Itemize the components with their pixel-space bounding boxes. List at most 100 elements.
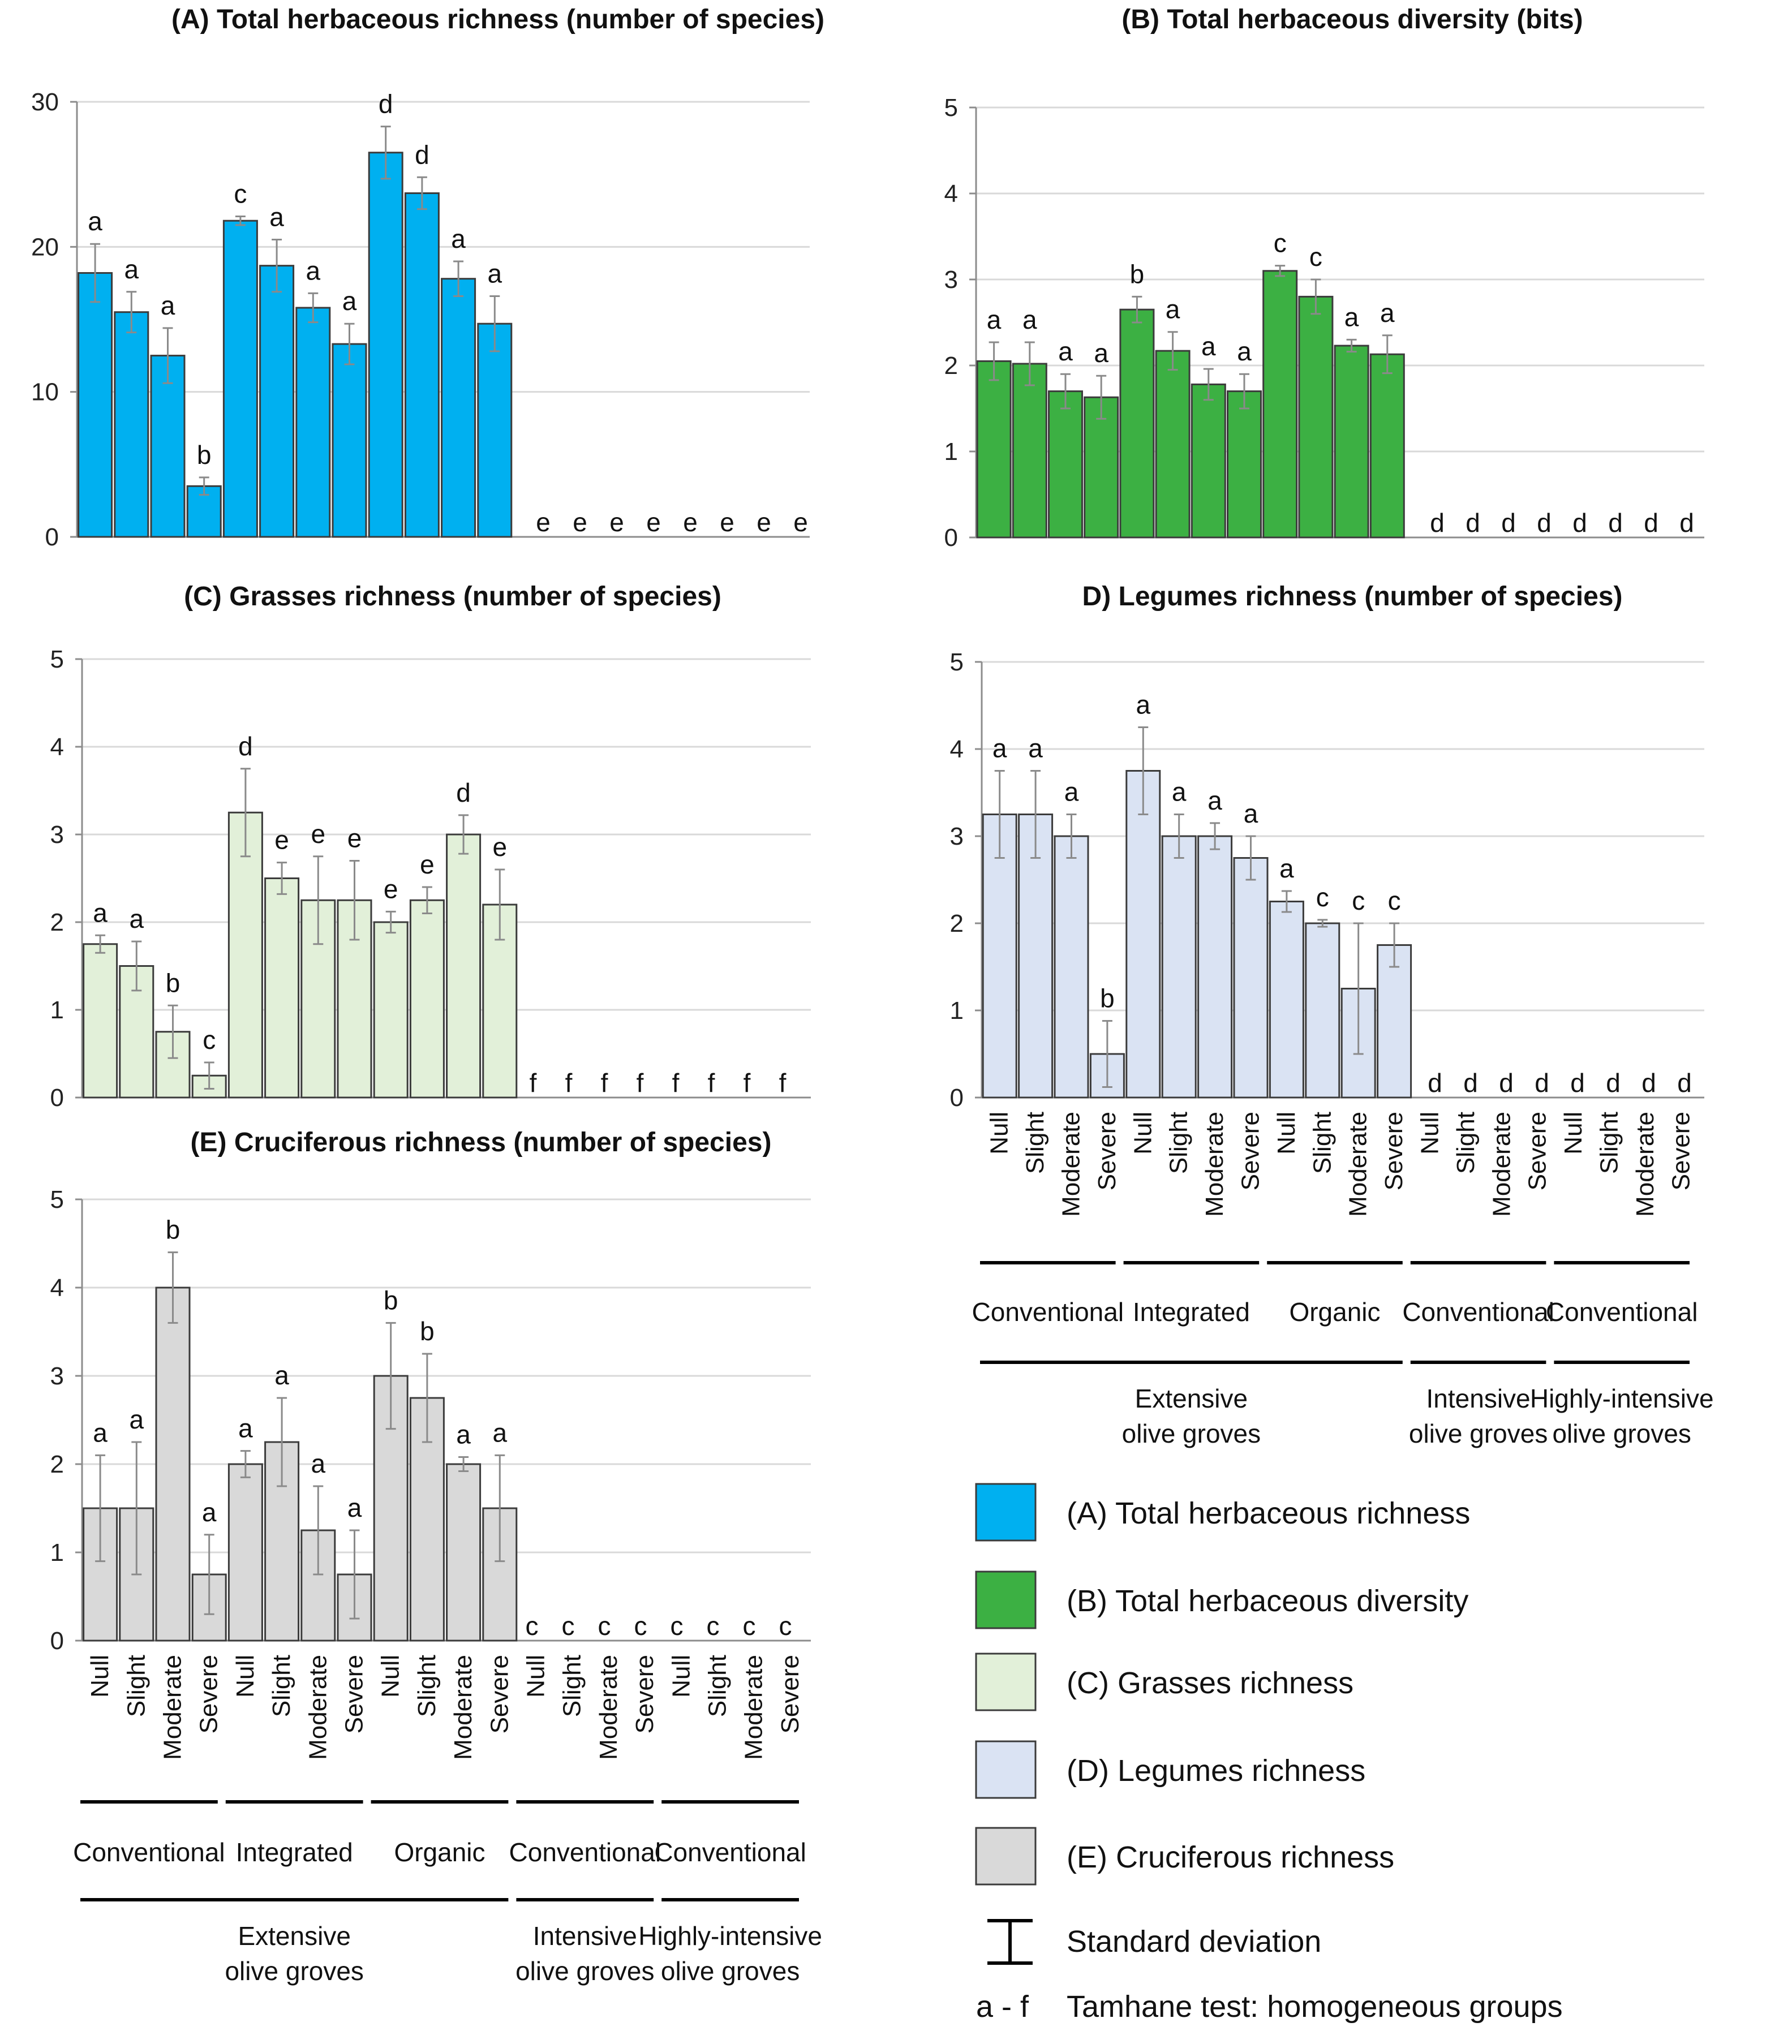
category-label: Moderate: [1201, 1112, 1228, 1217]
group-letter: d: [1537, 508, 1552, 537]
bar: [982, 814, 1017, 1099]
y-tick-label: 3: [944, 266, 958, 294]
category-label: Severe: [1524, 1112, 1552, 1190]
bar: [1048, 390, 1083, 539]
bar: [477, 322, 513, 538]
bar: [409, 899, 445, 1099]
group-letter: e: [493, 832, 508, 862]
group-letter: d: [415, 140, 429, 169]
group-letter: a: [987, 305, 1002, 334]
group-letter: a: [992, 734, 1007, 763]
system-label: olive groves: [515, 1956, 654, 1986]
bar: [1298, 295, 1334, 539]
chart-title: (C) Grasses richness (number of species): [184, 582, 721, 612]
group-letter: c: [634, 1611, 647, 1641]
group-letter: a: [311, 1449, 326, 1478]
bar: [976, 360, 1012, 539]
y-tick-label: 0: [45, 523, 59, 551]
group-letter: d: [1535, 1068, 1549, 1098]
category-label: Slight: [1596, 1112, 1623, 1174]
group-letter: a: [1136, 690, 1151, 720]
legend-label: (D) Legumes richness: [1067, 1754, 1365, 1788]
group-letter: c: [743, 1611, 756, 1641]
management-label: Conventional: [972, 1297, 1124, 1327]
chart-title: (A) Total herbaceous richness (number of…: [171, 5, 824, 35]
y-tick-label: 4: [944, 180, 958, 208]
group-letter: c: [562, 1611, 575, 1641]
y-tick-label: 0: [950, 1084, 964, 1112]
group-letter: a: [488, 259, 502, 288]
bar: [446, 1463, 482, 1642]
chart-title: (B) Total herbaceous diversity (bits): [1121, 5, 1583, 35]
category-label: Severe: [485, 1655, 513, 1733]
group-letter: c: [1309, 242, 1322, 272]
group-letter: c: [1388, 886, 1401, 915]
y-tick-label: 0: [944, 524, 958, 552]
bar: [155, 1286, 191, 1642]
group-letter: d: [456, 778, 471, 807]
y-tick-label: 2: [50, 1451, 64, 1478]
x-axis-groups-e: Null Slight Moderate Severe Null Slight Modera…: [73, 1655, 822, 1986]
legend-swatch-c: [975, 1653, 1037, 1711]
system-label: olive groves: [225, 1956, 363, 1986]
bar: [446, 833, 482, 1099]
bar: [441, 278, 476, 538]
group-letter: c: [598, 1611, 611, 1641]
category-label: Severe: [1380, 1112, 1408, 1190]
group-letter: d: [1641, 1068, 1656, 1098]
group-letter: f: [779, 1068, 787, 1098]
bar: [83, 943, 118, 1099]
system-label: olive groves: [1122, 1419, 1261, 1448]
group-letter: a: [1028, 734, 1043, 763]
bar: [373, 921, 409, 1099]
category-label: Moderate: [304, 1655, 332, 1760]
y-tick-label: 3: [50, 1362, 64, 1390]
category-label: Null: [667, 1655, 695, 1698]
chart-title: (E) Cruciferous richness (number of spec…: [191, 1128, 772, 1157]
group-letter: e: [609, 507, 624, 537]
category-label: Moderate: [1058, 1112, 1085, 1217]
y-tick-label: 3: [950, 823, 964, 850]
group-letter: d: [1463, 1068, 1478, 1098]
group-letter: b: [166, 1215, 181, 1245]
group-letter: c: [671, 1611, 684, 1641]
bar: [1227, 390, 1262, 539]
group-letter: e: [793, 507, 808, 537]
category-label: Severe: [631, 1655, 659, 1733]
category-label: Null: [522, 1655, 550, 1698]
group-letter: f: [530, 1068, 537, 1098]
management-label: Integrated: [236, 1838, 353, 1867]
bar: [227, 1463, 263, 1642]
category-label: Slight: [1452, 1112, 1480, 1174]
category-label: Slight: [268, 1655, 295, 1717]
y-tick-label: 2: [950, 910, 964, 937]
group-letter: c: [203, 1025, 216, 1055]
bar: [222, 220, 258, 538]
group-letter: a: [88, 206, 102, 236]
group-letter: d: [1570, 1068, 1585, 1098]
y-tick-label: 3: [50, 821, 64, 849]
group-letter: d: [379, 89, 393, 119]
category-label: Null: [377, 1655, 405, 1698]
group-letter: a: [93, 1418, 108, 1447]
y-tick-label: 1: [950, 997, 964, 1025]
group-letter: a: [342, 286, 357, 316]
category-label: Null: [1559, 1112, 1587, 1155]
chart-panel-b: (B) Total herbaceous diversity (bits) 0 1 2…: [944, 5, 1704, 552]
group-letter: f: [744, 1068, 751, 1098]
x-axis-groups-d: Null Slight Moderate Severe Null Slight Modera…: [972, 1112, 1714, 1448]
bar: [1334, 345, 1369, 539]
group-letter: c: [1274, 229, 1287, 258]
system-label: Highly-intensive: [1530, 1384, 1714, 1413]
y-tick-label: 0: [50, 1084, 64, 1112]
management-label: Conventional: [73, 1838, 225, 1867]
category-label: Slight: [1165, 1112, 1193, 1174]
category-label: Moderate: [1344, 1112, 1372, 1217]
group-letter: a: [130, 1405, 144, 1434]
management-label: Organic: [394, 1838, 485, 1867]
group-letter: a: [456, 1420, 471, 1449]
category-label: Null: [231, 1655, 259, 1698]
system-label: olive groves: [661, 1956, 800, 1986]
category-label: Moderate: [159, 1655, 187, 1760]
group-letter: e: [573, 507, 587, 537]
